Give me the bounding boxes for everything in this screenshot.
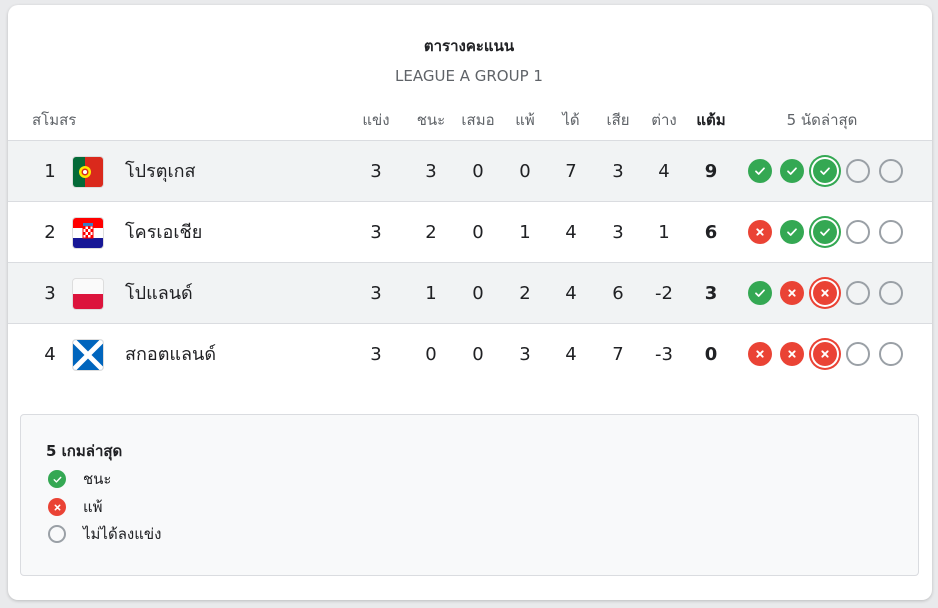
stat-gd: 1 — [658, 222, 670, 243]
header-ga: เสีย — [606, 111, 630, 129]
empty-circle-icon — [879, 281, 903, 305]
stat-pts: 9 — [704, 161, 718, 182]
x-circle-icon[interactable] — [780, 281, 804, 305]
stat-lost: 0 — [519, 161, 531, 182]
header-played: แข่ง — [362, 111, 390, 129]
empty-circle-icon — [846, 159, 870, 183]
group-subtitle: LEAGUE A GROUP 1 — [395, 67, 543, 85]
table-row[interactable]: 1 โปรตุเกส 3 3 0 0 7 3 4 9 — [8, 140, 932, 201]
stat-pts: 0 — [704, 344, 718, 365]
check-circle-icon[interactable] — [813, 159, 837, 183]
page-title: ตารางคะแนน — [423, 37, 515, 55]
x-circle-icon — [48, 498, 66, 516]
empty-circle-icon — [846, 281, 870, 305]
table-row[interactable]: 2 โครเอเชีย 3 2 0 1 4 3 1 6 — [8, 201, 932, 262]
team-name[interactable]: โปรตุเกส — [125, 161, 196, 182]
team-name[interactable]: โปแลนด์ — [125, 283, 193, 304]
stat-lost: 2 — [519, 283, 531, 304]
form-legend: 5 เกมล่าสุด ชนะ แพ้ ไม่ได้ลงแข่ง — [20, 414, 919, 576]
header-pts: แต้ม — [696, 111, 726, 129]
stat-won: 1 — [425, 283, 437, 304]
check-circle-icon[interactable] — [748, 159, 772, 183]
stat-drawn: 0 — [472, 283, 484, 304]
x-circle-icon[interactable] — [748, 220, 772, 244]
stat-gd: 4 — [658, 161, 670, 182]
stat-ga: 7 — [612, 344, 624, 365]
empty-circle-icon — [846, 220, 870, 244]
stat-drawn: 0 — [472, 344, 484, 365]
legend-win: ชนะ — [48, 468, 112, 490]
header-club: สโมสร — [32, 111, 77, 129]
stat-gf: 4 — [565, 222, 577, 243]
position: 4 — [44, 344, 56, 365]
legend-win-label: ชนะ — [83, 470, 112, 488]
legend-title: 5 เกมล่าสุด — [46, 442, 123, 460]
stat-pts: 6 — [704, 222, 718, 243]
stat-lost: 1 — [519, 222, 531, 243]
team-name[interactable]: โครเอเชีย — [125, 222, 203, 243]
stat-gf: 4 — [565, 344, 577, 365]
check-circle-icon[interactable] — [780, 159, 804, 183]
stat-gd: -2 — [655, 283, 673, 304]
header-lost: แพ้ — [515, 111, 535, 129]
empty-circle-icon — [879, 220, 903, 244]
stat-gd: -3 — [655, 344, 673, 365]
header-gf: ได้ — [562, 111, 580, 129]
stat-drawn: 0 — [472, 222, 484, 243]
empty-circle-icon — [48, 525, 66, 543]
x-circle-icon[interactable] — [748, 342, 772, 366]
scotland-flag-icon — [73, 340, 103, 370]
legend-loss: แพ้ — [48, 496, 103, 518]
table-row[interactable]: 4 สกอตแลนด์ 3 0 0 3 4 7 -3 0 — [8, 323, 932, 384]
empty-circle-icon — [879, 342, 903, 366]
x-circle-icon[interactable] — [813, 342, 837, 366]
check-circle-icon[interactable] — [780, 220, 804, 244]
stat-won: 0 — [425, 344, 437, 365]
stat-lost: 3 — [519, 344, 531, 365]
stat-gf: 4 — [565, 283, 577, 304]
x-circle-icon[interactable] — [780, 342, 804, 366]
check-circle-icon[interactable] — [748, 281, 772, 305]
x-circle-icon[interactable] — [813, 281, 837, 305]
table-row[interactable]: 3 โปแลนด์ 3 1 0 2 4 6 -2 3 — [8, 262, 932, 323]
legend-loss-label: แพ้ — [83, 498, 103, 516]
position: 1 — [44, 161, 56, 182]
poland-flag-icon — [73, 279, 103, 309]
stat-pts: 3 — [704, 283, 718, 304]
legend-none-label: ไม่ได้ลงแข่ง — [83, 525, 162, 543]
stat-ga: 3 — [612, 222, 624, 243]
check-circle-icon — [48, 470, 66, 488]
stat-drawn: 0 — [472, 161, 484, 182]
stat-ga: 3 — [612, 161, 624, 182]
croatia-flag-icon — [73, 218, 103, 248]
legend-none: ไม่ได้ลงแข่ง — [48, 523, 161, 545]
empty-circle-icon — [879, 159, 903, 183]
header-drawn: เสมอ — [461, 111, 495, 129]
position: 2 — [44, 222, 56, 243]
stat-played: 3 — [370, 344, 382, 365]
stat-gf: 7 — [565, 161, 577, 182]
stat-played: 3 — [370, 161, 382, 182]
stat-played: 3 — [370, 283, 382, 304]
team-name[interactable]: สกอตแลนด์ — [125, 344, 217, 365]
check-circle-icon[interactable] — [813, 220, 837, 244]
empty-circle-icon — [846, 342, 870, 366]
stat-ga: 6 — [612, 283, 624, 304]
header-form: 5 นัดล่าสุด — [786, 111, 858, 129]
stat-won: 2 — [425, 222, 437, 243]
header-gd: ต่าง — [651, 111, 677, 129]
position: 3 — [44, 283, 56, 304]
stat-won: 3 — [425, 161, 437, 182]
stat-played: 3 — [370, 222, 382, 243]
header-won: ชนะ — [416, 111, 446, 129]
portugal-flag-icon — [73, 157, 103, 187]
